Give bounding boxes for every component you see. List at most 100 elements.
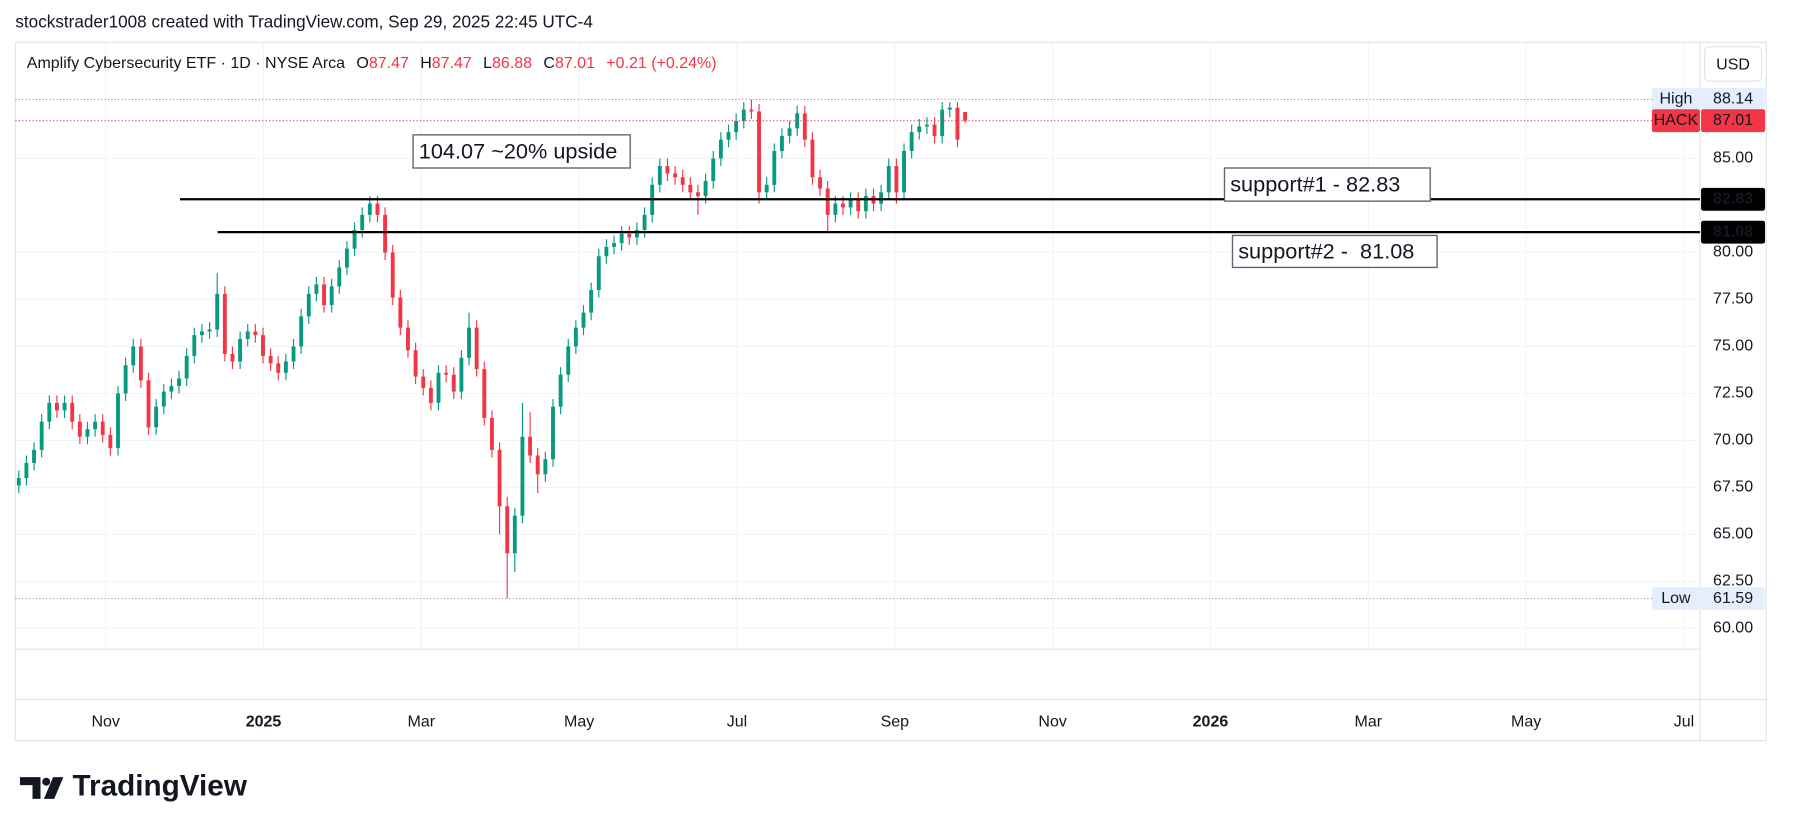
candle-body — [947, 107, 952, 110]
candle-body — [199, 331, 204, 336]
candle-body — [680, 177, 685, 185]
candle-body — [428, 387, 433, 403]
candle-body — [398, 297, 403, 328]
x-tick-label: Jul — [1674, 714, 1694, 731]
candle-body — [238, 338, 243, 362]
y-tick-label: 72.50 — [1713, 385, 1753, 402]
candle-body — [161, 391, 166, 407]
plot — [16, 99, 968, 599]
close-label: C — [543, 55, 555, 72]
candle-body — [711, 158, 716, 182]
candle-body — [169, 385, 174, 392]
candle-body — [383, 214, 388, 253]
candle-body — [123, 365, 128, 394]
currency-button[interactable] — [1703, 46, 1763, 82]
logo-mark — [19, 777, 41, 799]
candle-body — [902, 150, 906, 193]
candle-body — [543, 459, 548, 475]
candle-body — [100, 421, 105, 435]
candle-body — [551, 406, 555, 460]
candle-body — [627, 233, 632, 238]
annotation-box — [412, 134, 631, 169]
candle-body — [818, 177, 823, 189]
x-tick-label: May — [564, 714, 594, 731]
candle-body — [337, 267, 342, 287]
low-label: L — [483, 55, 492, 72]
candle-body — [856, 199, 861, 212]
candle-body — [619, 233, 624, 244]
candle-body — [245, 331, 250, 339]
candle-body — [413, 350, 418, 377]
x-tick-label: Sep — [881, 714, 910, 731]
candle-body — [116, 393, 120, 448]
candle-body — [154, 406, 159, 428]
candle-body — [32, 449, 36, 464]
annotation-box — [1223, 167, 1431, 202]
candle-body — [39, 421, 44, 450]
y-tick-label: 62.50 — [1713, 573, 1753, 590]
logo-dot — [42, 777, 51, 786]
price-tag-label: High — [1659, 91, 1692, 108]
candle-body — [467, 327, 471, 358]
candle-body — [810, 139, 815, 178]
candle-body — [367, 203, 372, 215]
candle-body — [917, 126, 922, 133]
candle-body — [772, 150, 777, 185]
currency[interactable]: USD — [1716, 56, 1750, 73]
candle-body — [894, 165, 899, 193]
candle-body — [734, 120, 739, 133]
candle-body — [436, 372, 441, 403]
candle-body — [688, 184, 693, 193]
candle-body — [581, 312, 586, 328]
symbol-title: Amplify Cybersecurity ETF · 1D · NYSE Ar… — [27, 55, 345, 72]
candle-body — [535, 455, 540, 475]
price-tag-label-box — [1651, 109, 1700, 133]
annotation-box — [1231, 234, 1438, 269]
x-tick-label: 2026 — [1193, 714, 1229, 731]
candle-body — [421, 376, 426, 388]
candle-body — [85, 429, 90, 437]
candle-body — [642, 214, 647, 230]
y-tick-label: 67.50 — [1713, 479, 1753, 496]
candle-body — [24, 463, 29, 479]
candle-body — [322, 284, 326, 306]
candle-body — [924, 124, 929, 127]
candle-body — [673, 173, 678, 178]
candle-body — [222, 293, 227, 354]
candle-body — [940, 109, 945, 136]
chart-frame — [14, 41, 1767, 742]
candle-body — [299, 316, 304, 347]
x-tick-label: 2025 — [246, 714, 282, 731]
candle-body — [696, 192, 700, 197]
candle-body — [131, 346, 136, 366]
candle-body — [528, 436, 533, 456]
candle-body — [406, 327, 410, 351]
candle-body — [459, 357, 464, 392]
candle-body — [390, 252, 395, 298]
candle-body — [512, 515, 517, 554]
overlays: 104.07 ~20% upside support#1 - 82.83 suppo… — [15, 98, 1700, 600]
candle-body — [612, 243, 616, 247]
change: +0.21 (+0.24%) — [606, 55, 716, 72]
candle-body — [604, 246, 609, 257]
annotation-text: 104.07 ~20% upside — [419, 138, 618, 163]
candle-body — [268, 355, 273, 364]
candle-body — [596, 256, 601, 291]
x-tick-label: Nov — [91, 714, 119, 731]
y-tick-label: 80.00 — [1713, 244, 1753, 261]
brand-logo — [19, 777, 64, 799]
candle-body — [802, 113, 807, 140]
x-tick-label: May — [1511, 714, 1541, 731]
price-tag-label: Low — [1661, 590, 1691, 607]
candle-body — [375, 203, 380, 215]
candle-body — [177, 378, 181, 386]
y-tick-label: 65.00 — [1713, 526, 1753, 543]
candle-body — [138, 346, 143, 381]
candle-body — [16, 478, 21, 486]
price-tag-label: HACK — [1654, 112, 1699, 129]
high-value: 87.47 — [432, 55, 472, 72]
close-value: 87.01 — [555, 55, 595, 72]
candle-body — [47, 402, 52, 422]
candle-body — [879, 192, 884, 204]
